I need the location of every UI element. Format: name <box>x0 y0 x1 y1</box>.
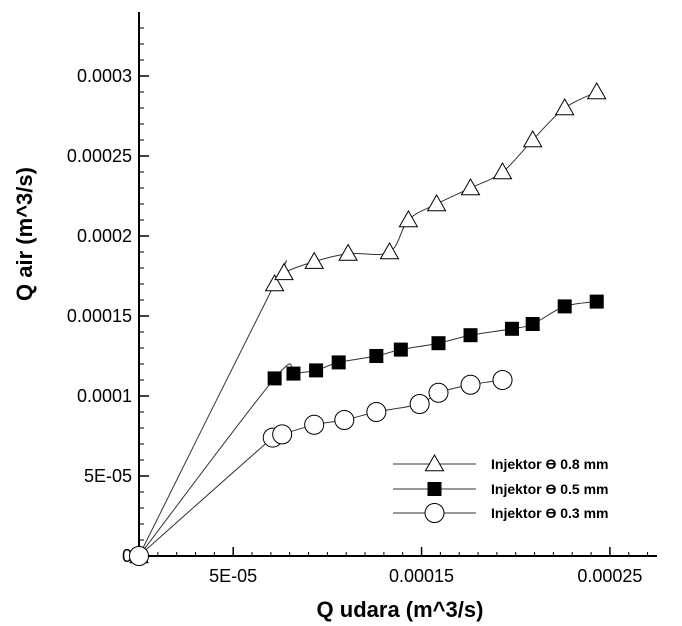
data-point-square <box>431 336 446 351</box>
legend-label: Injektor Ө 0.8 mm <box>491 456 608 472</box>
data-point-triangle <box>304 251 325 269</box>
x-tick-label: 5E-05 <box>209 566 257 586</box>
data-point-circle <box>129 546 149 566</box>
data-point-square <box>393 342 408 357</box>
y-tick-label: 0.0001 <box>77 386 132 406</box>
data-point-triangle <box>338 243 358 261</box>
y-tick-label: 0.00015 <box>67 306 132 326</box>
data-point-triangle <box>379 241 400 260</box>
data-point-square <box>463 328 478 343</box>
x-axis-title: Q udara (m^3/s) <box>317 597 484 622</box>
legend-item: Injektor Ө 0.3 mm <box>393 503 608 523</box>
data-point-triangle <box>586 81 607 100</box>
ticks: 5E-05 0.00015 0.00025 0 5E-05 0.0001 0.00015 0.… <box>67 27 649 586</box>
data-point-triangle <box>274 262 294 281</box>
data-point-square <box>267 371 282 386</box>
legend-marker <box>427 482 442 496</box>
data-point-square <box>331 355 346 370</box>
legend-marker <box>424 503 445 523</box>
legend-label: Injektor Ө 0.5 mm <box>491 481 608 497</box>
data-point-square <box>557 299 572 314</box>
legend-label: Injektor Ө 0.3 mm <box>491 505 608 521</box>
data-point-triangle <box>554 97 575 116</box>
data-point-circle <box>409 394 430 414</box>
x-tick-label: 0.00025 <box>577 566 642 586</box>
legend: Injektor Ө 0.8 mm Injektor Ө 0.5 mm Injekt… <box>393 453 608 523</box>
legend-marker <box>424 453 445 472</box>
axes <box>138 12 657 557</box>
y-tick-label: 0.00025 <box>67 146 132 166</box>
data-point-circle <box>428 382 449 403</box>
series-line <box>138 379 503 557</box>
series-1 <box>129 81 607 564</box>
data-point-square <box>589 294 604 309</box>
data-point-triangle <box>492 161 513 180</box>
data-point-square <box>369 349 384 363</box>
y-tick-label: 0.0003 <box>77 66 132 86</box>
y-axis-title: Q air (m^3/s) <box>12 167 37 301</box>
data-point-circle <box>492 370 513 390</box>
series-layer <box>129 81 607 566</box>
data-point-triangle <box>426 193 447 212</box>
data-point-square <box>309 363 324 378</box>
data-point-triangle <box>264 273 285 292</box>
data-point-square <box>286 366 301 381</box>
series-3 <box>129 370 513 566</box>
data-point-triangle <box>398 209 419 228</box>
data-point-circle <box>334 410 355 430</box>
data-point-circle <box>304 414 325 435</box>
x-tick-label: 0.00015 <box>389 566 454 586</box>
y-tick-label: 0 <box>122 546 132 566</box>
data-point-square <box>525 317 540 331</box>
data-point-circle <box>366 402 387 422</box>
legend-item: Injektor Ө 0.8 mm <box>393 453 608 472</box>
data-point-triangle <box>522 129 543 148</box>
y-tick-label: 5E-05 <box>84 466 132 486</box>
legend-item: Injektor Ө 0.5 mm <box>393 481 608 497</box>
y-tick-label: 0.0002 <box>77 226 132 246</box>
series-2 <box>132 294 604 563</box>
data-point-square <box>504 321 519 336</box>
data-point-circle <box>272 424 293 445</box>
data-point-circle <box>460 374 481 395</box>
data-point-triangle <box>460 177 481 196</box>
